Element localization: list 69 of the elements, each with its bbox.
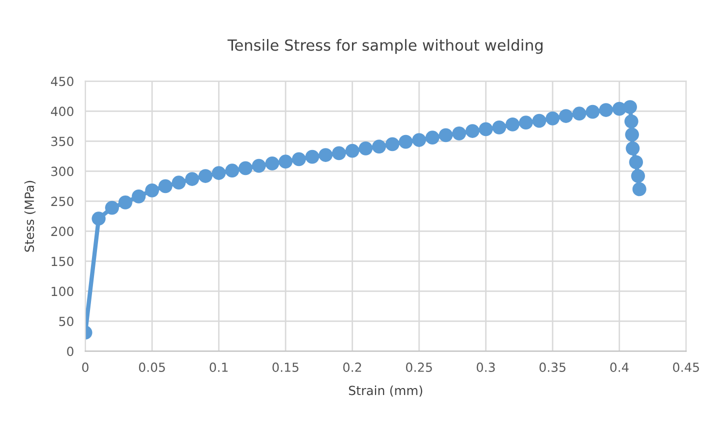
y-tick-label: 350 <box>51 136 74 146</box>
point <box>398 134 413 149</box>
x-tick-label: 0.4 <box>610 362 629 372</box>
y-tick-label: 0 <box>67 346 74 356</box>
point <box>438 128 453 142</box>
point <box>452 126 466 140</box>
x-tick-label: 0.1 <box>210 362 228 372</box>
point <box>572 106 586 121</box>
point <box>426 130 440 145</box>
y-tick-label: 300 <box>51 166 74 176</box>
point <box>172 176 186 190</box>
point <box>599 103 613 117</box>
point <box>372 140 386 154</box>
x-tick-label: 0 <box>82 362 88 372</box>
point <box>305 150 320 164</box>
x-tick-label: 0.45 <box>673 362 699 372</box>
point <box>118 195 132 210</box>
point <box>332 146 346 160</box>
point <box>292 152 306 166</box>
point <box>385 137 400 152</box>
y-tick-label: 50 <box>59 316 74 326</box>
point <box>158 179 172 194</box>
x-tick-label: 0.25 <box>406 362 432 372</box>
x-tick-label: 0.15 <box>272 362 298 372</box>
point <box>225 164 240 178</box>
point <box>345 144 360 158</box>
point <box>532 114 546 128</box>
chart-title: Tensile Stress for sample without welding <box>228 39 543 54</box>
point <box>492 120 506 134</box>
point <box>132 189 146 204</box>
point <box>506 117 520 132</box>
point <box>478 122 493 136</box>
point <box>145 183 160 198</box>
point <box>238 161 252 176</box>
point <box>466 124 480 138</box>
point <box>626 141 640 156</box>
point <box>546 111 560 126</box>
point <box>624 114 638 128</box>
x-tick-label: 0.3 <box>476 362 495 372</box>
point <box>185 172 200 186</box>
point <box>559 109 573 123</box>
point <box>252 158 266 173</box>
point <box>265 156 280 170</box>
x-tick-label: 0.35 <box>540 362 566 372</box>
point <box>92 212 106 226</box>
point <box>278 154 293 169</box>
y-axis-title: Stess (MPa) <box>24 180 36 252</box>
y-tick-label: 150 <box>52 256 74 266</box>
y-tick-label: 450 <box>50 76 74 86</box>
point <box>632 182 646 196</box>
point <box>212 166 226 180</box>
point <box>198 169 212 183</box>
point <box>625 128 639 142</box>
y-tick-label: 250 <box>51 196 74 206</box>
point <box>631 169 645 183</box>
point <box>518 116 533 130</box>
point <box>586 104 600 119</box>
point <box>629 155 643 170</box>
x-tick-label: 0.05 <box>138 362 165 372</box>
point <box>623 100 637 114</box>
point <box>318 148 333 162</box>
point <box>105 200 119 215</box>
point <box>412 133 426 147</box>
y-tick-label: 200 <box>51 226 74 236</box>
point <box>358 141 373 156</box>
x-axis-title: Strain (mm) <box>348 386 422 397</box>
y-tick-label: 400 <box>50 106 74 116</box>
y-tick-label: 100 <box>52 286 74 296</box>
x-tick-label: 0.2 <box>343 362 362 372</box>
